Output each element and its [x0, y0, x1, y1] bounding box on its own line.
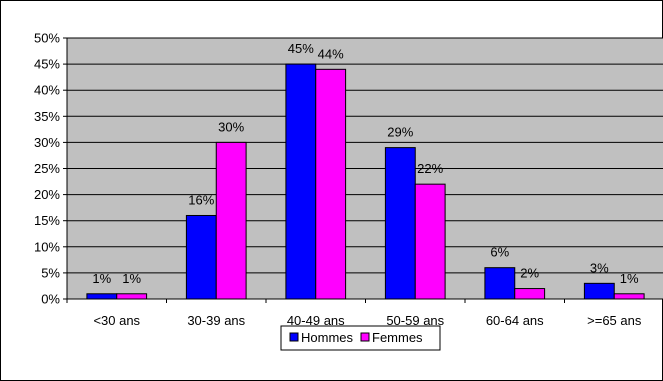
- bar-hommes: [384, 147, 416, 300]
- y-tick-label: 15%: [34, 213, 60, 228]
- data-label-hommes: 1%: [92, 271, 111, 286]
- y-tick-label: 10%: [34, 239, 60, 254]
- data-label-femmes: 44%: [318, 46, 344, 61]
- x-tick-label: 50-59 ans: [386, 313, 444, 328]
- data-label-femmes: 1%: [122, 271, 141, 286]
- data-label-femmes: 1%: [620, 271, 639, 286]
- y-axis: 0% 5% 10% 15% 20% 25% 30% 35% 40% 45% 50%: [34, 31, 68, 307]
- x-tick-label: >=65 ans: [587, 313, 642, 328]
- bar-hommes: [484, 267, 516, 300]
- data-label-hommes: 6%: [490, 245, 509, 260]
- bar-femmes: [315, 68, 347, 300]
- bar-femmes: [215, 141, 247, 300]
- legend-label-femmes: Femmes: [372, 330, 423, 345]
- data-labels: 1% 16% 45% 29% 6% 3% 1% 30% 44% 22% 2% 1%: [92, 41, 639, 286]
- bar-hommes: [86, 293, 118, 300]
- bar-femmes: [116, 293, 148, 300]
- data-label-hommes: 16%: [188, 192, 214, 207]
- legend: Hommes Femmes: [280, 325, 441, 351]
- legend-label-hommes: Hommes: [301, 330, 354, 345]
- bars: [86, 63, 645, 300]
- y-tick-label: 0%: [41, 292, 60, 307]
- y-tick-label: 35%: [34, 109, 60, 124]
- bar-femmes: [613, 293, 645, 300]
- x-tick-label: 40-49 ans: [287, 313, 345, 328]
- bar-femmes: [414, 183, 446, 300]
- legend-swatch-femmes: [360, 332, 370, 342]
- y-tick-label: 20%: [34, 187, 60, 202]
- bar-femmes: [514, 288, 546, 300]
- data-label-hommes: 3%: [590, 260, 609, 275]
- x-tick-label: 60-64 ans: [486, 313, 544, 328]
- data-label-femmes: 22%: [417, 161, 443, 176]
- bar-hommes: [285, 63, 317, 300]
- data-label-femmes: 30%: [218, 119, 244, 134]
- y-tick-label: 50%: [34, 31, 60, 46]
- bar-hommes: [583, 282, 615, 300]
- y-tick-label: 30%: [34, 135, 60, 150]
- data-label-femmes: 2%: [520, 266, 539, 281]
- y-tick-label: 40%: [34, 83, 60, 98]
- data-label-hommes: 29%: [387, 125, 413, 140]
- bar-hommes: [185, 214, 217, 300]
- y-tick-label: 5%: [41, 265, 60, 280]
- x-axis: <30 ans 30-39 ans 40-49 ans 50-59 ans 60-64 …: [66, 298, 663, 328]
- y-tick-label: 25%: [34, 161, 60, 176]
- x-tick-label: 30-39 ans: [187, 313, 245, 328]
- x-tick-label: <30 ans: [93, 313, 140, 328]
- gridlines: [67, 37, 663, 274]
- legend-swatch-hommes: [289, 332, 299, 342]
- data-label-hommes: 45%: [288, 41, 314, 56]
- y-tick-label: 45%: [34, 57, 60, 72]
